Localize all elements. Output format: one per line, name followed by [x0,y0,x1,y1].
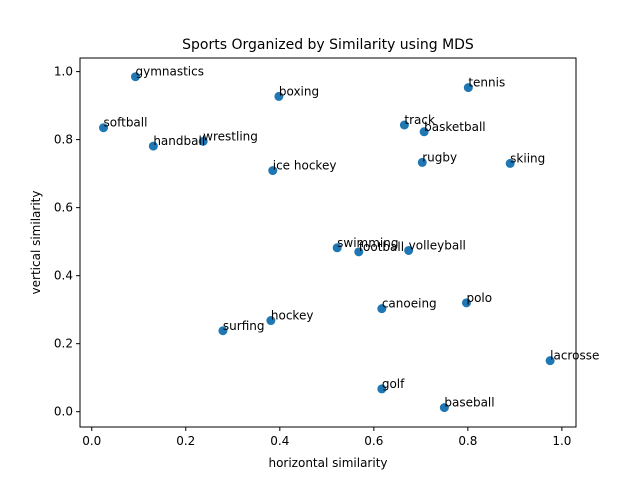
data-point-skiing [505,158,515,168]
y-tick-label: 0.2 [54,337,73,351]
data-point-polo [461,298,471,308]
point-label-polo: polo [466,291,492,305]
y-tick-label: 0.0 [54,405,73,419]
x-tick-label: 0.6 [364,434,383,448]
x-tick-label: 0.8 [458,434,477,448]
x-tick-label: 0.2 [176,434,195,448]
point-label-hockey: hockey [271,309,314,323]
y-tick-label: 0.8 [54,133,73,147]
y-tick-label: 0.6 [54,201,73,215]
x-axis-title: horizontal similarity [268,456,387,470]
data-point-canoeing [377,304,387,314]
data-point-wrestling [198,136,208,146]
y-tick-label: 1.0 [54,65,73,79]
point-label-canoeing: canoeing [382,297,437,311]
data-point-surfing [218,326,228,336]
y-tick-label: 0.4 [54,269,73,283]
x-tick-label: 0.4 [270,434,289,448]
y-axis-title: vertical similarity [29,191,43,295]
plot-area: gymnastics boxing tennis softball handballwr… [54,57,600,448]
data-point-handball [148,141,158,151]
point-label-handball: handball [153,134,205,148]
data-point-football [354,247,364,257]
y-ticks: 0.0 0.2 0.4 0.6 0.8 1.0 [54,65,80,419]
point-label-rugby: rugby [422,150,457,164]
point-label-skiing: skiing [510,151,545,165]
data-point-tennis [463,83,473,93]
points-layer [99,72,555,413]
point-label-baseball: baseball [444,396,494,410]
point-label-tennis: tennis [468,76,505,90]
data-point-volleyball [404,245,414,255]
x-tick-label: 1.0 [552,434,571,448]
data-point-softball [99,123,109,133]
axes-layer [79,57,577,428]
data-point-boxing [274,91,284,101]
point-label-golf: golf [382,377,405,391]
point-label-wrestling: wrestling [203,129,258,143]
plot-frame [79,57,577,428]
point-label-surfing: surfing [223,319,265,333]
chart-title: Sports Organized by Similarity using MDS [182,37,474,53]
x-ticks: 0.0 0.2 0.4 0.6 0.8 1.0 [82,427,571,448]
point-label-boxing: boxing [279,84,319,98]
data-point-basketball [419,127,429,137]
point-label-gymnastics: gymnastics [135,65,204,79]
point-label-volleyball: volleyball [409,238,466,252]
point-label-track: track [404,113,435,127]
data-point-golf [377,384,387,394]
data-point-baseball [439,403,449,413]
point-label-lacrosse: lacrosse [550,349,599,363]
point-label-ice-hockey: ice hockey [273,159,337,173]
data-point-ice-hockey [268,166,278,176]
data-point-swimming [332,243,342,253]
point-labels-layer: gymnastics boxing tennis softball handballwr… [104,65,600,410]
data-point-track [399,120,409,130]
point-label-basketball: basketball [424,120,485,134]
point-label-football: football [359,240,404,254]
data-point-hockey [266,316,276,326]
data-point-lacrosse [545,356,555,366]
point-label-swimming: swimming [337,236,398,250]
data-point-rugby [417,157,427,167]
data-point-gymnastics [130,72,140,82]
x-tick-label: 0.0 [82,434,101,448]
point-label-softball: softball [104,116,148,130]
